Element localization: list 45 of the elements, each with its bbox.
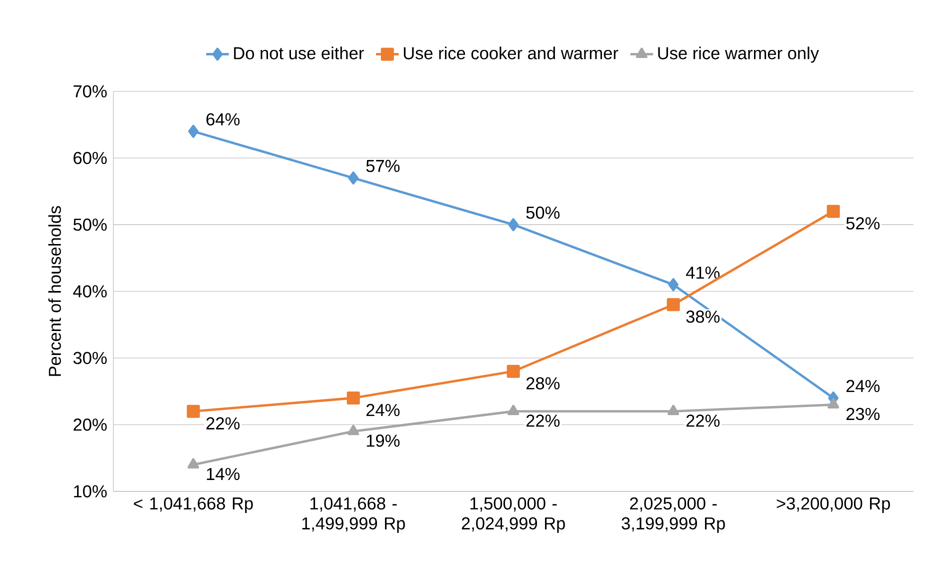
point xyxy=(188,458,200,469)
data-label: 19% xyxy=(366,434,400,447)
data-label: 64% xyxy=(206,113,240,126)
point xyxy=(506,364,520,378)
point xyxy=(348,424,360,436)
point xyxy=(508,404,520,416)
y-tick-label: 40% xyxy=(73,285,107,298)
y-tick-label: 20% xyxy=(74,418,107,431)
point xyxy=(826,204,840,218)
point xyxy=(668,404,680,416)
data-label: 22% xyxy=(686,414,720,427)
data-label: 23% xyxy=(846,408,880,420)
data-label: 41% xyxy=(686,266,720,279)
x-tick-label: >3,200,000 Rp xyxy=(776,497,890,513)
point xyxy=(828,398,840,409)
x-tick-label: 1,041,668 - 1,499,999 Rp xyxy=(302,497,405,533)
y-tick-label: 50% xyxy=(73,218,107,231)
data-label: 24% xyxy=(846,380,880,392)
data-label: 52% xyxy=(846,217,880,230)
data-label: 38% xyxy=(686,310,720,323)
data-label: 22% xyxy=(526,414,560,427)
y-tick-label: 60% xyxy=(74,152,107,164)
point xyxy=(188,124,199,138)
data-label: 28% xyxy=(526,377,560,390)
legend-label: Use rice warmer only xyxy=(658,46,819,63)
legend-label: Use rice cooker and warmer xyxy=(404,46,618,60)
data-label: 57% xyxy=(366,160,400,172)
point xyxy=(508,218,519,232)
x-tick-label: 1,500,000 - 2,024,999 Rp xyxy=(462,497,565,533)
x-tick-label: 2,025,000 - 3,199,999 Rp xyxy=(622,497,725,533)
point xyxy=(186,404,200,418)
y-tick-label: 70% xyxy=(74,85,107,98)
y-tick-label: 10% xyxy=(74,485,107,498)
point xyxy=(668,278,679,292)
data-label: 24% xyxy=(366,404,400,416)
legend-label: Do not use either xyxy=(234,46,364,60)
data-label: 22% xyxy=(206,417,240,430)
point xyxy=(348,172,359,185)
x-tick-label: < 1,041,668 Rp xyxy=(134,497,253,513)
data-label: 50% xyxy=(526,206,560,219)
point xyxy=(346,391,360,405)
y-axis-title: Percent of households xyxy=(48,206,61,376)
point xyxy=(666,298,680,312)
y-tick-label: 30% xyxy=(73,352,107,364)
data-label: 14% xyxy=(206,468,240,480)
